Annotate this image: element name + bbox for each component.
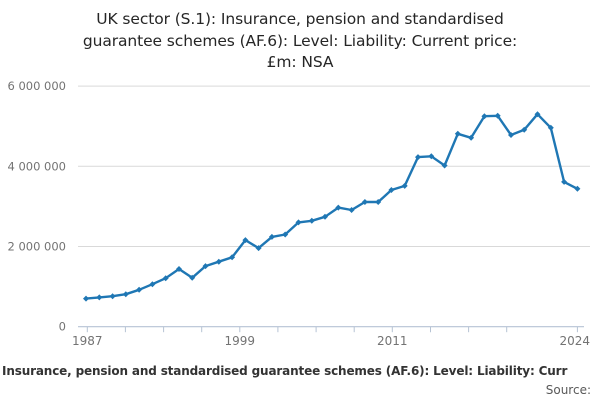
data-point-marker: [96, 294, 103, 301]
data-point-marker: [255, 245, 262, 252]
data-point-marker: [494, 112, 501, 119]
data-point-marker: [268, 233, 275, 240]
x-tick-label: 2024: [559, 334, 590, 348]
data-point-marker: [534, 111, 541, 118]
data-point-marker: [348, 207, 355, 213]
y-tick-label: 4 000 000: [7, 159, 66, 173]
data-point-marker: [189, 274, 196, 281]
data-point-marker: [547, 124, 554, 131]
data-point-marker: [441, 162, 448, 169]
data-point-marker: [202, 263, 209, 270]
x-tick-label: 2011: [377, 334, 408, 348]
data-point-marker: [282, 231, 289, 238]
data-point-marker: [308, 217, 315, 224]
x-tick-label: 1987: [72, 334, 103, 348]
chart-title: UK sector (S.1): Insurance, pension and …: [0, 9, 600, 74]
chart-title-line-3: £m: NSA: [266, 53, 334, 71]
data-point-marker: [521, 126, 528, 133]
data-point-marker: [415, 154, 421, 161]
data-point-marker: [335, 204, 342, 211]
data-point-marker: [561, 178, 568, 185]
data-point-marker: [229, 254, 236, 261]
data-point-marker: [574, 185, 581, 192]
series-caption: Insurance, pension and standardised guar…: [2, 364, 568, 378]
data-point-marker: [122, 291, 129, 298]
data-point-marker: [375, 199, 382, 205]
data-point-marker: [149, 281, 156, 288]
data-point-marker: [83, 295, 89, 302]
data-point-marker: [508, 132, 514, 138]
data-point-marker: [361, 199, 368, 205]
data-point-marker: [454, 130, 461, 137]
data-series-line: [84, 112, 579, 300]
data-point-marker: [295, 219, 302, 226]
data-point-marker: [322, 213, 328, 220]
data-point-marker: [215, 258, 222, 265]
data-point-marker: [388, 187, 395, 193]
data-point-marker: [136, 286, 143, 293]
chart-title-line-2: guarantee schemes (AF.6): Level: Liabili…: [82, 31, 518, 50]
data-point-marker: [468, 134, 475, 141]
y-tick-label: 6 000 000: [7, 79, 66, 93]
data-point-marker: [162, 275, 169, 282]
data-point-marker: [176, 266, 182, 272]
y-tick-label: 0: [59, 320, 66, 334]
data-point-marker: [481, 113, 488, 120]
chart-title-line-1: UK sector (S.1): Insurance, pension and …: [96, 10, 504, 28]
y-tick-label: 2 000 000: [7, 240, 66, 254]
x-tick-label: 1999: [225, 334, 256, 348]
data-point-marker: [401, 182, 408, 189]
data-point-marker: [428, 153, 435, 160]
source-label: Source:: [545, 383, 591, 397]
data-point-marker: [242, 237, 249, 244]
data-point-marker: [109, 293, 116, 300]
